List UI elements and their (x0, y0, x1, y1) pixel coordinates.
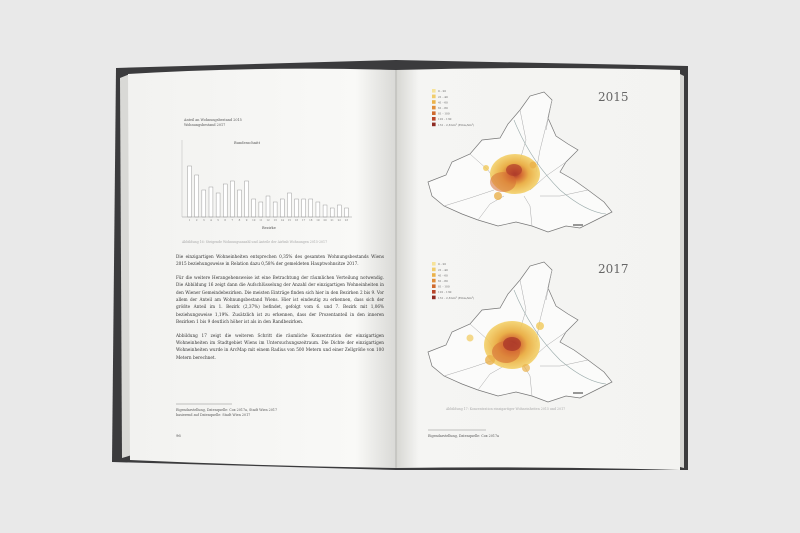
bar (244, 180, 249, 218)
bar (344, 207, 349, 218)
bar (223, 183, 228, 218)
legend-swatch (432, 111, 436, 115)
tick-label: 7 (232, 218, 234, 222)
legend-swatch (432, 100, 436, 104)
map-bottom-year: 2017 (598, 262, 629, 276)
right-footnote: Eigendarstellung, Datenquelle: Cox 2017a (428, 434, 499, 438)
bar (287, 192, 292, 218)
paragraph-3: Abbildung 17 zeigt die weiteren Schritt … (176, 332, 384, 360)
legend-label: 81 - 100 (438, 285, 450, 289)
legend-swatch (432, 267, 436, 272)
chart-title-line2: Wohnungsbestand 2017 (184, 123, 225, 127)
left-footnote-1: Eigendarstellung, Datenquelle: Cox 2017a… (176, 408, 277, 412)
tick-label: 10 (252, 218, 256, 222)
legend-swatch (432, 295, 436, 300)
bar (265, 195, 271, 218)
chart-xlabel: Bezirke (262, 226, 276, 230)
tick-label: 3 (203, 218, 205, 222)
legend-swatch (432, 262, 436, 266)
paragraph-2: Für die weitere Herangehensweise ist ein… (176, 274, 384, 325)
bar (308, 198, 313, 218)
right-figure-caption: Abbildung 17: Konzentration einzigartige… (445, 407, 565, 411)
legend-swatch (432, 278, 436, 283)
legend-label: 131 - 2,8 km² (Einw./km²) (438, 296, 474, 300)
tick-label: 15 (288, 218, 292, 222)
tick-label: 2 (196, 218, 198, 222)
chart-title-line1: Anteil an Wohnungsbestand 2015 (183, 118, 242, 122)
legend-swatch (432, 94, 436, 99)
tick-label: 18 (309, 218, 313, 222)
tick-label: 11 (259, 218, 263, 222)
tick-label: 4 (210, 218, 212, 222)
bar (294, 198, 299, 218)
legend-swatch (432, 290, 436, 294)
left-page (128, 68, 396, 469)
bar (315, 201, 321, 218)
bar (258, 201, 264, 218)
legend-label: 61 - 80 (438, 279, 448, 283)
bar (194, 174, 199, 218)
legend-swatch (432, 273, 436, 277)
legend-label: 61 - 80 (438, 106, 448, 110)
legend-swatch (432, 117, 436, 121)
legend-label: 81 - 100 (438, 112, 450, 116)
tick-label: 14 (281, 218, 285, 222)
tick-label: 20 (323, 218, 327, 222)
bar (337, 204, 342, 218)
tick-label: 19 (316, 218, 320, 222)
tick-label: 9 (246, 218, 248, 222)
bar (230, 180, 235, 218)
legend-label: 101 - 130 (438, 117, 452, 121)
legend-label: 21 - 40 (438, 95, 448, 99)
left-page-content: Anteil an Wohnungsbestand 2015 Wohnungsb… (176, 118, 384, 438)
legend-swatch (432, 284, 436, 288)
paragraph-1: Die einzigartigen Wohneinheiten entsprec… (176, 254, 384, 267)
vienna-map-2017 (427, 261, 613, 403)
tick-label: 16 (295, 218, 299, 222)
bar (330, 207, 335, 218)
tick-label: 6 (224, 218, 226, 222)
bar (215, 192, 221, 218)
legend-label: 41 - 60 (438, 273, 448, 277)
bar (272, 201, 278, 218)
bar (280, 198, 285, 218)
bar (201, 189, 206, 218)
bar (301, 198, 306, 218)
legend-label: 101 - 130 (438, 290, 452, 294)
legend-label: 0 - 20 (438, 262, 446, 266)
tick-label: 5 (217, 218, 219, 222)
legend-swatch (432, 105, 436, 110)
bar (322, 204, 328, 218)
legend-swatch (432, 122, 436, 127)
bar (187, 165, 192, 218)
tick-label: 21 (331, 218, 335, 222)
legend-label: 0 - 20 (438, 89, 446, 93)
bar (251, 198, 256, 218)
tick-label: 23 (345, 218, 349, 222)
left-body-text: Die einzigartigen Wohneinheiten entsprec… (176, 254, 384, 360)
bar (208, 186, 214, 218)
left-figure-caption: Abbildung 16: Steigende Wohnungsanzahl u… (181, 240, 327, 244)
tick-label: 12 (266, 218, 270, 222)
legend-label: 21 - 40 (438, 268, 448, 272)
tick-label: 17 (302, 218, 306, 222)
legend-swatch (432, 89, 436, 93)
bar-chart: 1 2 3 4 5 6 7 8 9 10 11 12 13 14 15 16 17 18 19 20 21 22 23 (187, 165, 349, 222)
chart-legend: Bundesschnitt (234, 141, 261, 145)
tick-label: 1 (189, 218, 191, 222)
left-footnote-2: basierend auf Datenquelle: Stadt Wien 20… (176, 413, 250, 417)
legend-label: 131 - 2,8 km² (Einw./km²) (438, 123, 474, 127)
legend-label: 41 - 60 (438, 100, 448, 104)
vienna-map-2015 (427, 91, 613, 233)
bar (237, 189, 242, 218)
map-top-year: 2015 (598, 90, 629, 104)
tick-label: 8 (239, 218, 241, 222)
tick-label: 13 (273, 218, 277, 222)
tick-label: 22 (338, 218, 342, 222)
page-number: 96 (176, 433, 181, 438)
